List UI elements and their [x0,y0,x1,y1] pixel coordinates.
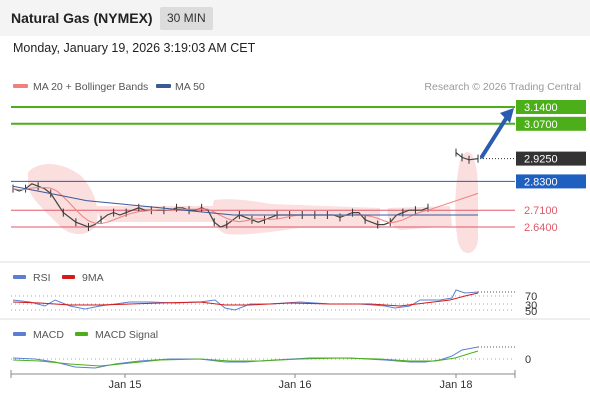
rsi-ma-line [12,292,479,307]
forecast-arrow-shaft [480,115,509,159]
macd-signal-legend-label: MACD Signal [95,329,158,341]
bollinger-bands [28,151,478,254]
datetime-label: Monday, January 19, 2026 3:19:03 AM CET [13,41,256,55]
x-tick-label: Jan 15 [108,379,141,391]
resistance-level-label: 3.0700 [524,119,558,131]
price-line [12,183,429,228]
resistance-label-box [516,100,586,114]
macd-legend-label: MACD [33,329,64,341]
resistance-level-label: 3.1400 [524,102,558,114]
bollinger-band [455,151,478,254]
last-label-box [516,151,586,166]
timeframe-badge[interactable]: 30 MIN [160,7,213,30]
pivot-label-box [516,174,586,189]
macd-signal-line [12,350,479,367]
pivot-level-label: 2.8300 [524,176,558,188]
x-tick-label: Jan 16 [278,379,311,391]
ma50-legend-swatch [156,84,171,88]
forecast-arrow [480,108,514,159]
forecast-arrow-head [500,108,514,123]
ma20-legend-swatch [13,84,28,88]
bollinger-band [28,164,98,235]
macd-legend-swatch [13,332,26,336]
bollinger-band [212,199,380,235]
rsi-panel: 70 30 50 [11,289,537,318]
price-lines [12,148,479,231]
ma50-legend-label: MA 50 [175,81,205,93]
instrument-title: Natural Gas (NYMEX) [11,10,153,26]
chart-header: Natural Gas (NYMEX) 30 MIN [0,0,590,36]
copyright-label: Research © 2026 Trading Central [424,81,581,93]
x-tick-label: Jan 18 [439,379,472,391]
x-axis: Jan 15 Jan 16 Jan 18 [10,370,516,391]
support-level-label: 2.6400 [524,222,558,234]
rsi-legend-label: RSI [33,272,51,284]
resistance-label-box [516,116,586,131]
macd-signal-legend-swatch [75,332,88,336]
price-levels: 3.1400 3.0700 2.9250 2.8300 2.7100 2.6400 [11,100,586,234]
support-level-label: 2.7100 [524,205,558,217]
rsi-level-label: 70 [525,291,537,303]
rsi-ma-legend-swatch [62,275,75,279]
rsi-legend: RSI 9MA [13,272,104,284]
price-line [455,152,479,161]
macd-panel: 0 [11,346,531,369]
last-level-label: 2.9250 [524,154,558,166]
rsi-legend-swatch [13,275,26,279]
rsi-level-label: 30 [525,300,537,312]
macd-legend: MACD MACD Signal [13,329,158,341]
macd-level-label: 0 [525,354,531,366]
rsi-level-label: 50 [525,306,537,318]
ma20-legend-label: MA 20 + Bollinger Bands [33,81,148,93]
ma50-line [12,185,478,216]
rsi-ma-legend-label: 9MA [82,272,104,284]
main-legend: MA 20 + Bollinger Bands MA 50 Research ©… [13,81,581,93]
rsi-line [12,289,479,311]
